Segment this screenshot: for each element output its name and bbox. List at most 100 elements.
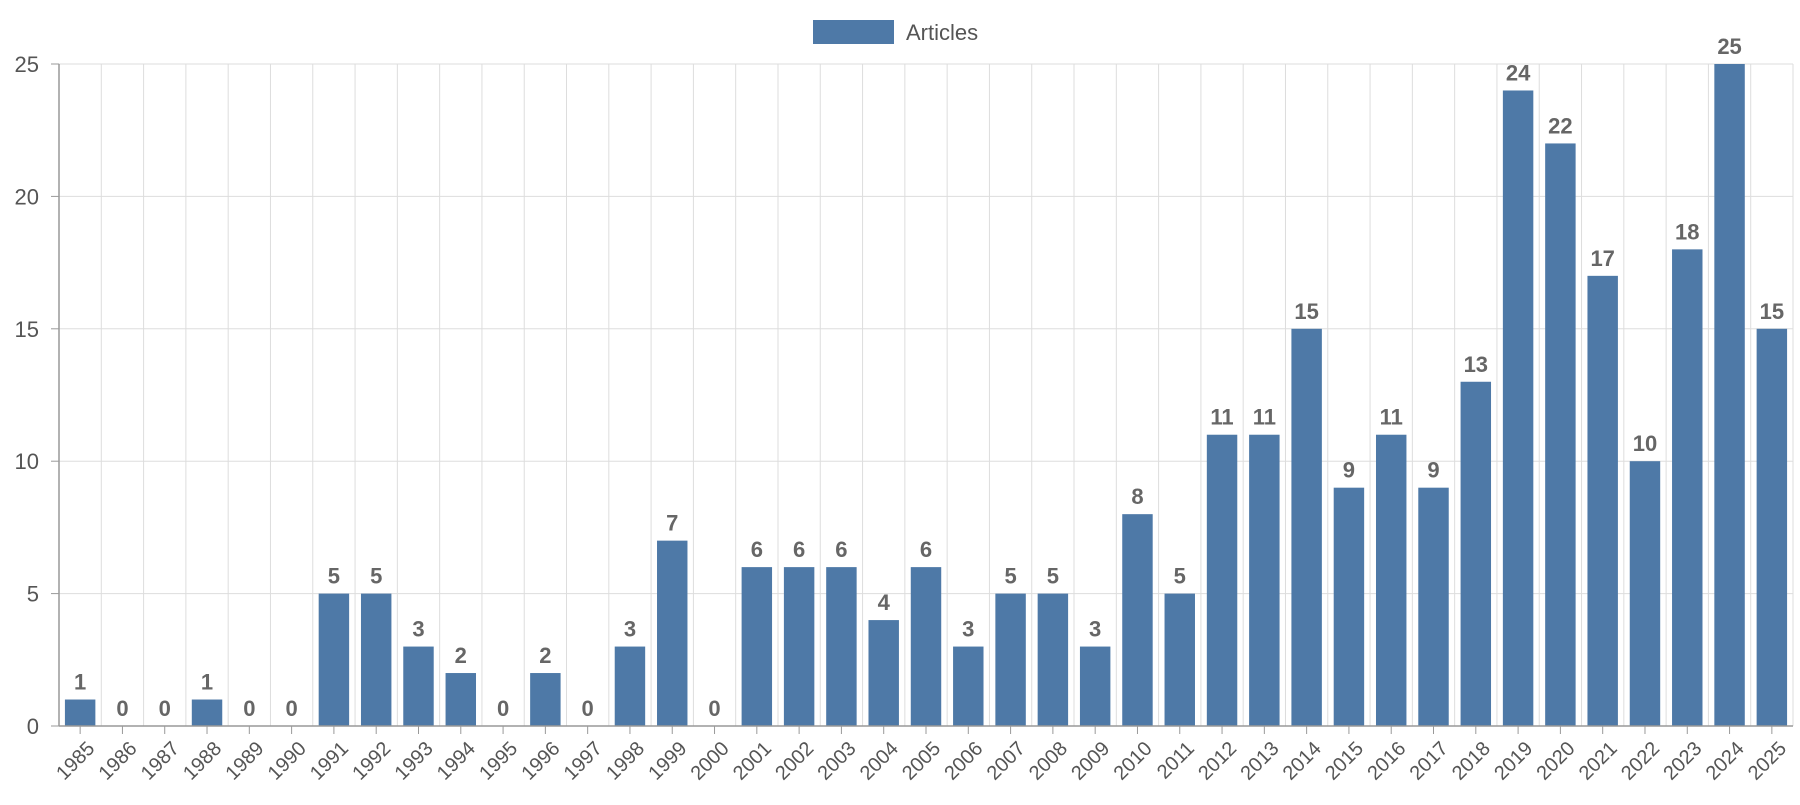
data-label-2010: 8 [1131, 484, 1143, 509]
x-tick-label-2011: 2011 [1153, 738, 1199, 784]
data-label-2003: 6 [835, 537, 847, 562]
bar-2008[interactable] [1037, 593, 1069, 726]
bar-1985[interactable] [64, 699, 96, 726]
x-tick-label-1988: 1988 [179, 738, 226, 785]
bar-1992[interactable] [360, 593, 392, 726]
x-tick-label-2019: 2019 [1490, 738, 1537, 785]
bar-2002[interactable] [783, 567, 815, 726]
bar-2014[interactable] [1291, 328, 1322, 726]
x-tick-label-1986: 1986 [95, 738, 142, 785]
x-tick-label-2024: 2024 [1702, 738, 1749, 785]
x-tick-label-2023: 2023 [1659, 738, 1706, 785]
x-tick-label-2020: 2020 [1533, 738, 1580, 785]
data-label-2005: 6 [920, 537, 932, 562]
x-tick-label-2009: 2009 [1067, 738, 1114, 785]
bar-1991[interactable] [318, 593, 350, 726]
bar-2019[interactable] [1502, 90, 1534, 727]
bar-2003[interactable] [826, 567, 857, 726]
data-label-2009: 3 [1089, 617, 1101, 642]
x-tick-label-1990: 1990 [264, 738, 311, 785]
bar-2017[interactable] [1418, 487, 1449, 726]
data-label-2022: 10 [1633, 431, 1657, 456]
bar-1998[interactable] [614, 646, 646, 726]
bar-2015[interactable] [1333, 487, 1365, 726]
bar-2010[interactable] [1122, 514, 1153, 726]
bar-1994[interactable] [445, 673, 477, 726]
x-tick-label-2013: 2013 [1236, 738, 1283, 785]
data-label-1987: 0 [159, 696, 171, 721]
x-tick-label-1985: 1985 [52, 738, 99, 785]
bar-2025[interactable] [1756, 328, 1788, 726]
bar-1996[interactable] [530, 673, 561, 726]
data-label-2020: 22 [1548, 113, 1572, 138]
y-tick-label: 25 [15, 52, 39, 77]
bar-2022[interactable] [1629, 461, 1661, 726]
legend-swatch[interactable] [813, 20, 894, 44]
x-tick-label-1987: 1987 [137, 738, 184, 785]
bar-2004[interactable] [868, 620, 899, 726]
y-tick-label: 0 [27, 714, 39, 739]
y-tick-label: 15 [15, 317, 39, 342]
bar-2011[interactable] [1164, 593, 1195, 726]
legend[interactable]: Articles [813, 20, 978, 45]
data-label-1986: 0 [116, 696, 128, 721]
bar-2007[interactable] [995, 593, 1026, 726]
x-tick-label-1989: 1989 [221, 738, 268, 785]
y-tick-label: 20 [15, 184, 39, 209]
bar-1993[interactable] [403, 646, 434, 726]
data-label-1989: 0 [243, 696, 255, 721]
bar-2013[interactable] [1249, 434, 1280, 726]
x-tick-label-2012: 2012 [1194, 738, 1241, 785]
data-label-2019: 24 [1506, 60, 1531, 85]
bar-1988[interactable] [191, 699, 223, 726]
x-tick-label-2006: 2006 [940, 738, 987, 785]
x-tick-label-1996: 1996 [517, 738, 564, 785]
bar-2005[interactable] [910, 567, 942, 726]
data-label-2016: 11 [1380, 405, 1403, 430]
y-tick-label: 5 [27, 582, 39, 607]
x-tick-label-2003: 2003 [814, 738, 861, 785]
data-label-1999: 7 [666, 511, 678, 536]
bar-2009[interactable] [1079, 646, 1111, 726]
x-tick-label-2017: 2017 [1406, 738, 1453, 785]
x-tick-label-2015: 2015 [1321, 738, 1368, 785]
bar-2023[interactable] [1672, 249, 1703, 727]
bar-2016[interactable] [1375, 434, 1407, 726]
data-label-2002: 6 [793, 537, 805, 562]
x-tick-label-2025: 2025 [1744, 738, 1791, 785]
bar-2012[interactable] [1206, 434, 1238, 726]
bar-2020[interactable] [1545, 143, 1576, 726]
bar-2001[interactable] [741, 567, 773, 726]
x-tick-label-2008: 2008 [1025, 738, 1072, 785]
data-label-2011: 5 [1174, 564, 1186, 589]
legend-label[interactable]: Articles [906, 20, 978, 45]
x-tick-label-2016: 2016 [1363, 738, 1410, 785]
bar-1999[interactable] [657, 540, 688, 726]
bar-2021[interactable] [1587, 275, 1618, 726]
x-tick-label-1998: 1998 [602, 738, 649, 785]
grid [58, 63, 1794, 727]
data-label-1992: 5 [370, 564, 382, 589]
x-tick-label-2007: 2007 [983, 738, 1030, 785]
data-label-2008: 5 [1047, 564, 1059, 589]
data-label-2006: 3 [962, 617, 974, 642]
x-tick-label-2001: 2001 [729, 738, 776, 785]
x-tick-label-1993: 1993 [391, 738, 438, 785]
data-label-1990: 0 [285, 696, 297, 721]
data-label-1991: 5 [328, 564, 340, 589]
x-tick-label-2005: 2005 [898, 738, 945, 785]
x-tick-label-1991: 1991 [306, 738, 353, 785]
data-label-2013: 11 [1253, 405, 1276, 430]
data-label-2015: 9 [1343, 458, 1355, 483]
data-label-2025: 15 [1760, 299, 1784, 324]
x-tick-label-2021: 2021 [1575, 738, 1622, 785]
x-tick-label-1997: 1997 [560, 738, 607, 785]
bar-2018[interactable] [1460, 381, 1492, 726]
bar-2006[interactable] [953, 646, 984, 726]
bar-2024[interactable] [1714, 64, 1745, 726]
x-tick-label-2018: 2018 [1448, 738, 1495, 785]
x-tick-label-2000: 2000 [687, 738, 734, 785]
